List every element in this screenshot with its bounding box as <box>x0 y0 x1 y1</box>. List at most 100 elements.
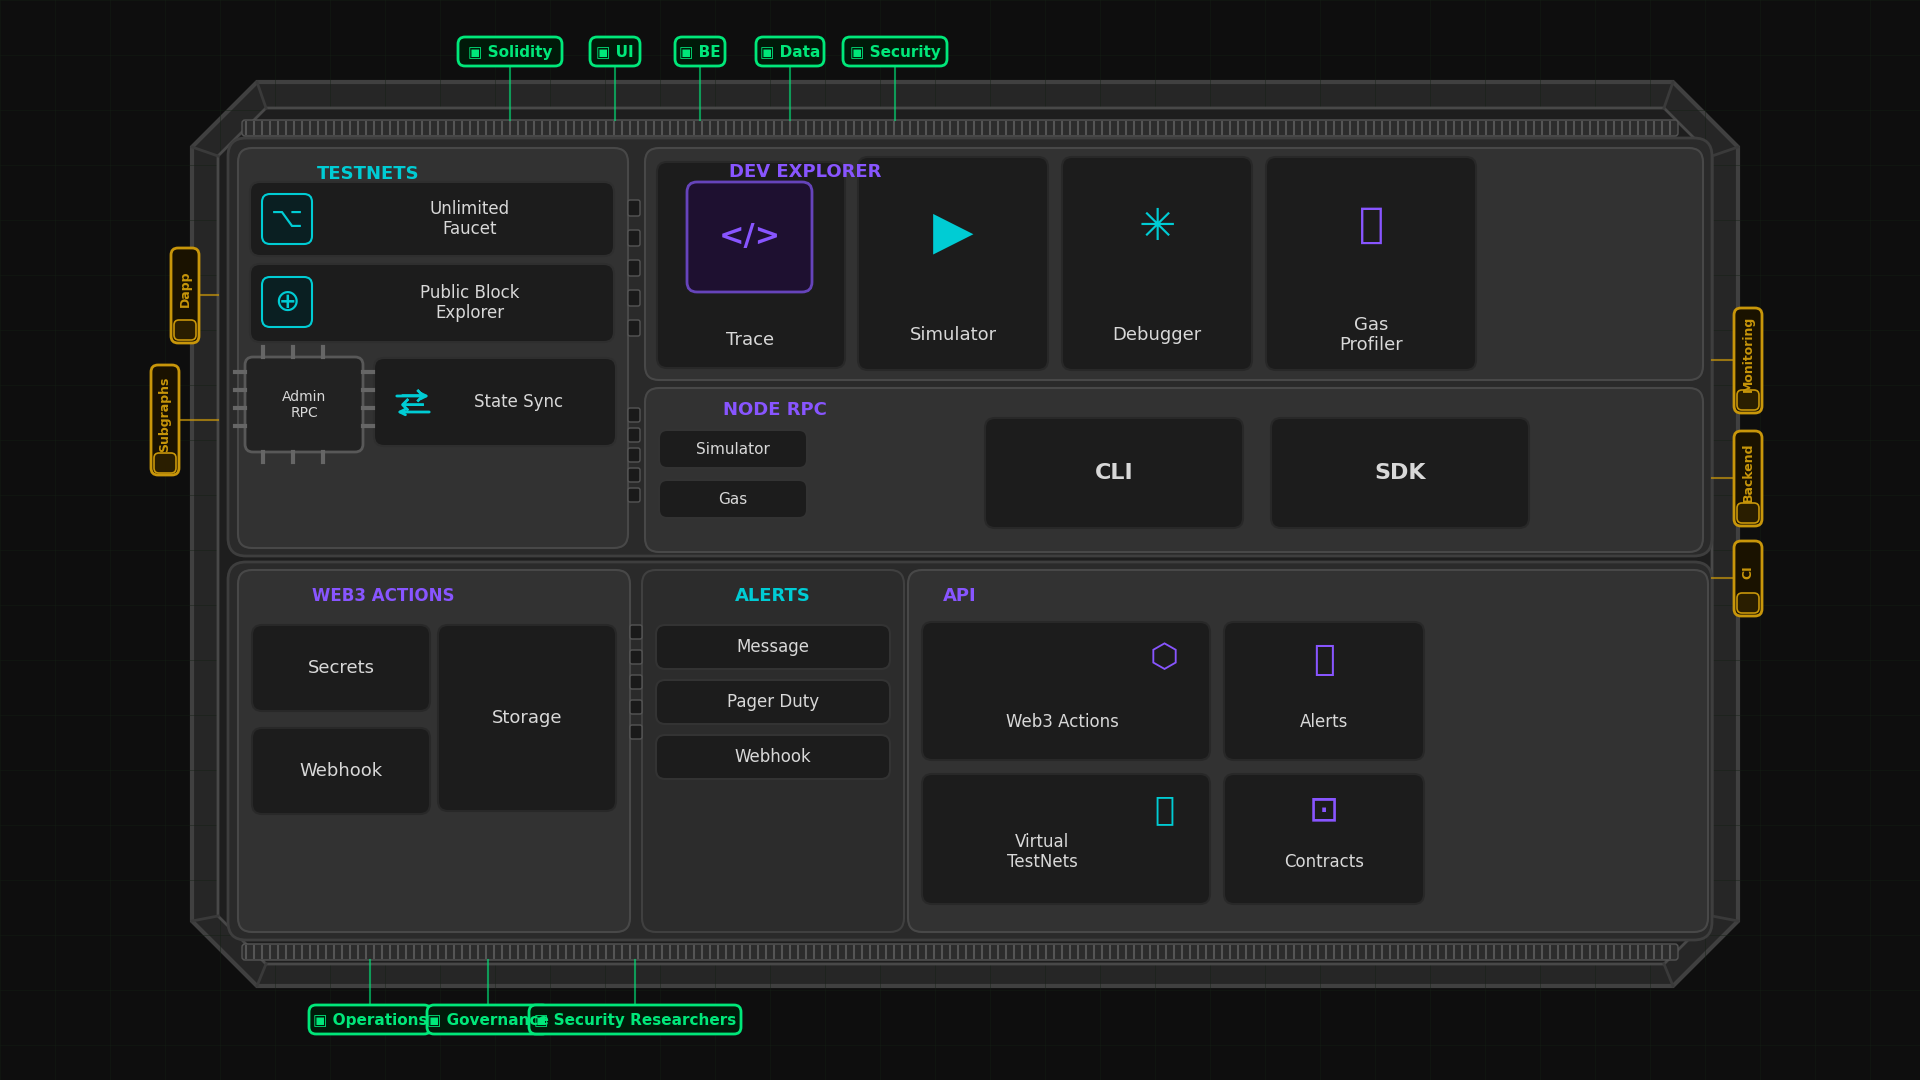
FancyBboxPatch shape <box>676 37 726 66</box>
Text: Dapp: Dapp <box>179 271 192 307</box>
FancyBboxPatch shape <box>922 622 1210 760</box>
Text: ⇄: ⇄ <box>399 388 424 417</box>
FancyBboxPatch shape <box>1225 622 1425 760</box>
Text: ⌥: ⌥ <box>271 205 303 233</box>
FancyBboxPatch shape <box>252 625 430 711</box>
FancyBboxPatch shape <box>438 625 616 811</box>
FancyBboxPatch shape <box>657 625 891 669</box>
Text: Debugger: Debugger <box>1112 326 1202 345</box>
Text: ✳: ✳ <box>1139 205 1175 248</box>
FancyBboxPatch shape <box>628 230 639 246</box>
FancyBboxPatch shape <box>628 260 639 276</box>
Text: CLI: CLI <box>1094 463 1133 483</box>
FancyBboxPatch shape <box>843 37 947 66</box>
Text: Trace: Trace <box>726 330 774 349</box>
FancyBboxPatch shape <box>228 562 1713 940</box>
Text: API: API <box>943 588 977 605</box>
FancyBboxPatch shape <box>630 625 641 639</box>
FancyBboxPatch shape <box>252 728 430 814</box>
FancyBboxPatch shape <box>628 468 639 482</box>
Text: Subgraphs: Subgraphs <box>159 376 171 451</box>
Text: Contracts: Contracts <box>1284 853 1363 870</box>
FancyBboxPatch shape <box>374 357 616 446</box>
FancyBboxPatch shape <box>1734 431 1763 526</box>
FancyBboxPatch shape <box>1271 418 1528 528</box>
Text: ⇄: ⇄ <box>399 388 424 417</box>
FancyBboxPatch shape <box>309 1005 430 1034</box>
Text: ▣ Governance: ▣ Governance <box>426 1013 549 1027</box>
Text: TESTNETS: TESTNETS <box>317 165 419 183</box>
Text: SDK: SDK <box>1375 463 1427 483</box>
FancyBboxPatch shape <box>908 570 1709 932</box>
FancyBboxPatch shape <box>228 138 1713 556</box>
Text: Virtual
TestNets: Virtual TestNets <box>1006 833 1077 872</box>
FancyBboxPatch shape <box>630 700 641 714</box>
FancyBboxPatch shape <box>250 183 614 256</box>
FancyBboxPatch shape <box>659 480 806 518</box>
Text: State Sync: State Sync <box>474 393 564 411</box>
Text: Storage: Storage <box>492 708 563 727</box>
FancyBboxPatch shape <box>250 264 614 342</box>
FancyBboxPatch shape <box>1062 157 1252 370</box>
Text: ▶: ▶ <box>933 206 973 258</box>
FancyBboxPatch shape <box>756 37 824 66</box>
Text: Admin
RPC: Admin RPC <box>282 390 326 420</box>
FancyBboxPatch shape <box>630 675 641 689</box>
FancyBboxPatch shape <box>645 148 1703 380</box>
FancyBboxPatch shape <box>628 428 639 442</box>
FancyBboxPatch shape <box>242 944 1678 960</box>
Text: ⊡: ⊡ <box>1309 793 1338 827</box>
Text: 🔔: 🔔 <box>1313 643 1334 677</box>
FancyBboxPatch shape <box>171 248 200 343</box>
Text: Public Block
Explorer: Public Block Explorer <box>420 284 520 323</box>
Text: Unlimited
Faucet: Unlimited Faucet <box>430 200 511 239</box>
FancyBboxPatch shape <box>628 488 639 502</box>
Text: ⑂: ⑂ <box>1154 794 1173 826</box>
Text: Gas
Profiler: Gas Profiler <box>1338 315 1404 354</box>
Text: Message: Message <box>737 638 810 656</box>
Text: ▣ BE: ▣ BE <box>680 44 720 59</box>
FancyBboxPatch shape <box>154 453 177 473</box>
FancyBboxPatch shape <box>238 570 630 932</box>
FancyBboxPatch shape <box>657 680 891 724</box>
Text: ALERTS: ALERTS <box>735 588 810 605</box>
Text: Backend: Backend <box>1741 442 1755 502</box>
FancyBboxPatch shape <box>242 120 1678 136</box>
Text: Webhook: Webhook <box>300 762 382 780</box>
FancyBboxPatch shape <box>1738 503 1759 523</box>
FancyBboxPatch shape <box>630 725 641 739</box>
FancyBboxPatch shape <box>1265 157 1476 370</box>
FancyBboxPatch shape <box>641 570 904 932</box>
Text: Pager Duty: Pager Duty <box>728 693 820 711</box>
FancyBboxPatch shape <box>657 735 891 779</box>
FancyBboxPatch shape <box>426 1005 549 1034</box>
Text: Webhook: Webhook <box>735 748 812 766</box>
Text: Web3 Actions: Web3 Actions <box>1006 713 1119 731</box>
Text: Simulator: Simulator <box>910 326 996 345</box>
FancyBboxPatch shape <box>1734 541 1763 616</box>
Text: WEB3 ACTIONS: WEB3 ACTIONS <box>311 588 455 605</box>
Text: CI: CI <box>1741 565 1755 579</box>
Text: ▣ Security Researchers: ▣ Security Researchers <box>534 1013 735 1027</box>
FancyBboxPatch shape <box>858 157 1048 370</box>
Text: </>: </> <box>718 222 781 252</box>
FancyBboxPatch shape <box>628 448 639 462</box>
FancyBboxPatch shape <box>645 388 1703 552</box>
FancyBboxPatch shape <box>1738 390 1759 410</box>
Text: DEV EXPLORER: DEV EXPLORER <box>730 163 881 181</box>
Text: Gas: Gas <box>718 491 747 507</box>
Text: NODE RPC: NODE RPC <box>724 401 828 419</box>
FancyBboxPatch shape <box>152 365 179 475</box>
Text: ⛽: ⛽ <box>1359 204 1384 246</box>
Text: ▣ Data: ▣ Data <box>760 44 820 59</box>
Text: ▣ Security: ▣ Security <box>849 44 941 59</box>
FancyBboxPatch shape <box>659 430 806 468</box>
FancyBboxPatch shape <box>238 148 628 548</box>
Text: ▣ Operations: ▣ Operations <box>313 1013 428 1027</box>
FancyBboxPatch shape <box>261 194 311 244</box>
FancyBboxPatch shape <box>628 320 639 336</box>
FancyBboxPatch shape <box>246 357 363 453</box>
Text: Monitoring: Monitoring <box>1741 315 1755 392</box>
Text: ⬡: ⬡ <box>1150 642 1179 675</box>
FancyBboxPatch shape <box>530 1005 741 1034</box>
